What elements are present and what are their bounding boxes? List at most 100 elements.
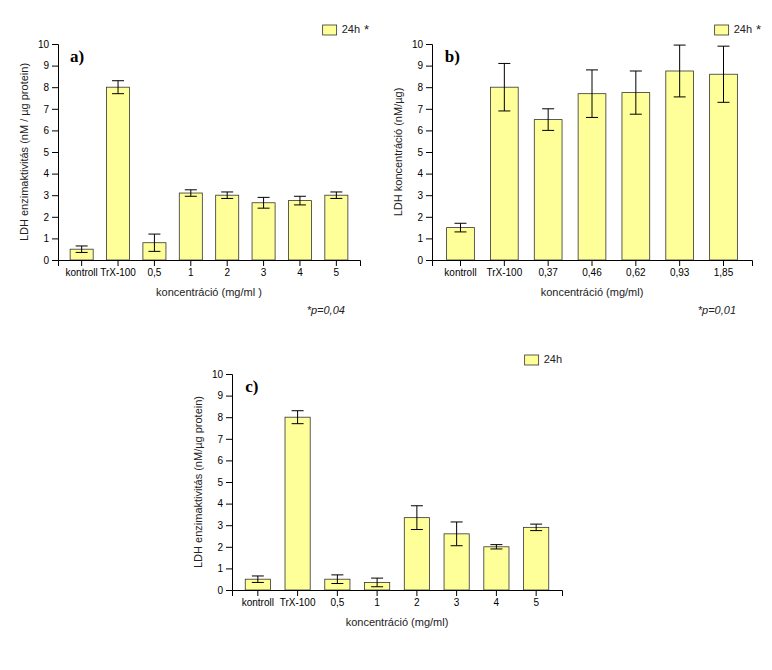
x-axis-title: koncentráció (mg/ml) bbox=[346, 616, 449, 628]
y-tick-label: 3 bbox=[217, 520, 223, 531]
x-tick: 2 bbox=[224, 260, 230, 278]
y-tick: 9 bbox=[417, 60, 432, 71]
y-tick-label: 2 bbox=[417, 212, 423, 223]
y-tick: 1 bbox=[43, 233, 58, 244]
error-bar bbox=[454, 223, 466, 232]
legend-swatch bbox=[525, 355, 539, 365]
error-bar bbox=[586, 70, 598, 118]
panel-label: b) bbox=[445, 47, 460, 66]
y-axis-title: LDH enzimaktivitás (nM/µg protein) bbox=[192, 396, 204, 568]
y-tick-mark bbox=[226, 568, 232, 569]
error-bar-cap bbox=[586, 69, 598, 70]
error-bar bbox=[498, 63, 510, 111]
error-bar-cap bbox=[185, 189, 197, 190]
chart-figure: 012345678910kontrollTrX-1000,512345konce… bbox=[0, 0, 772, 670]
x-tick-mark bbox=[635, 260, 636, 266]
x-tick-mark bbox=[227, 260, 228, 266]
error-bar bbox=[530, 524, 542, 530]
y-tick-mark bbox=[226, 439, 232, 440]
x-tick-mark bbox=[548, 260, 549, 266]
error-bar bbox=[674, 45, 686, 97]
legend-label: 24h bbox=[544, 353, 562, 365]
panel: 012345678910kontrollTrX-1000,370,460,620… bbox=[392, 22, 761, 316]
y-tick-mark bbox=[426, 44, 432, 45]
y-tick: 0 bbox=[43, 255, 58, 266]
x-axis-line bbox=[233, 591, 563, 597]
error-bar bbox=[148, 234, 160, 251]
error-bar bbox=[718, 46, 730, 102]
error-bar bbox=[451, 522, 463, 546]
x-tick: 4 bbox=[494, 590, 500, 608]
y-tick: 7 bbox=[217, 434, 232, 445]
x-tick-label: TrX-100 bbox=[280, 597, 316, 608]
x-tick: TrX-100 bbox=[100, 260, 136, 278]
x-tick-label: 0,62 bbox=[626, 267, 646, 278]
error-bar bbox=[221, 192, 233, 198]
error-bar-cap bbox=[454, 231, 466, 232]
y-tick-mark bbox=[226, 417, 232, 418]
y-tick: 3 bbox=[417, 190, 432, 201]
y-tick-mark bbox=[52, 217, 58, 218]
bar bbox=[710, 74, 738, 260]
y-tick: 3 bbox=[217, 520, 232, 531]
y-tick-label: 2 bbox=[43, 212, 49, 223]
annotation: *p=0,01 bbox=[698, 304, 736, 316]
error-bar-stem bbox=[154, 234, 155, 251]
x-tick: 5 bbox=[334, 260, 340, 278]
y-tick-label: 4 bbox=[43, 168, 49, 179]
error-bar-stem bbox=[723, 46, 724, 102]
annotation: * bbox=[364, 22, 369, 37]
y-tick: 0 bbox=[417, 255, 432, 266]
y-tick-label: 3 bbox=[43, 190, 49, 201]
x-tick-label: 4 bbox=[494, 597, 500, 608]
x-tick: kontroll bbox=[66, 260, 98, 278]
error-bar bbox=[258, 197, 270, 208]
bar bbox=[179, 193, 202, 260]
y-tick: 10 bbox=[38, 39, 58, 50]
error-bar-stem bbox=[496, 545, 497, 549]
x-tick-label: 5 bbox=[334, 267, 340, 278]
error-bar-cap bbox=[185, 196, 197, 197]
y-tick-mark bbox=[226, 374, 232, 375]
bar-series bbox=[447, 45, 738, 260]
error-bar-stem bbox=[635, 71, 636, 114]
bar bbox=[288, 201, 311, 260]
error-bar-cap bbox=[371, 578, 383, 579]
y-tick: 8 bbox=[217, 412, 232, 423]
y-tick-label: 8 bbox=[43, 82, 49, 93]
y-tick-label: 4 bbox=[417, 168, 423, 179]
panel: 012345678910kontrollTrX-1000,512345konce… bbox=[18, 22, 369, 316]
y-tick-mark bbox=[226, 504, 232, 505]
error-bar-cap bbox=[530, 524, 542, 525]
y-tick: 2 bbox=[217, 542, 232, 553]
bar bbox=[534, 120, 562, 260]
legend-label: 24h bbox=[734, 23, 752, 35]
error-bar bbox=[542, 109, 554, 131]
x-axis-title: koncentráció (mg/ml) bbox=[541, 286, 644, 298]
y-tick-label: 10 bbox=[38, 39, 50, 50]
error-bar bbox=[371, 578, 383, 587]
error-bar-stem bbox=[592, 70, 593, 118]
bar bbox=[622, 93, 650, 260]
x-tick-mark bbox=[297, 590, 298, 596]
x-tick: 0,62 bbox=[626, 260, 646, 278]
y-tick-label: 7 bbox=[417, 104, 423, 115]
plot-area bbox=[245, 411, 548, 590]
y-tick-mark bbox=[52, 66, 58, 67]
x-tick: TrX-100 bbox=[486, 260, 522, 278]
bar bbox=[252, 203, 275, 260]
x-axis-title: koncentráció (mg/ml ) bbox=[156, 286, 262, 298]
x-tick: 3 bbox=[454, 590, 460, 608]
x-tick: 1 bbox=[188, 260, 194, 278]
error-bar-stem bbox=[504, 63, 505, 111]
y-axis-title: LDH koncentráció (nM/µg) bbox=[392, 88, 404, 217]
y-axis: 012345678910 bbox=[412, 39, 433, 266]
y-tick-mark bbox=[226, 460, 232, 461]
error-bar-cap bbox=[586, 117, 598, 118]
x-tick-mark bbox=[460, 260, 461, 266]
x-tick-label: kontroll bbox=[444, 267, 476, 278]
bar bbox=[447, 228, 475, 260]
y-axis-title: LDH enzimaktivitás (nM / µg protein) bbox=[18, 63, 30, 241]
y-tick-label: 0 bbox=[43, 255, 49, 266]
error-bar-cap bbox=[490, 548, 502, 549]
